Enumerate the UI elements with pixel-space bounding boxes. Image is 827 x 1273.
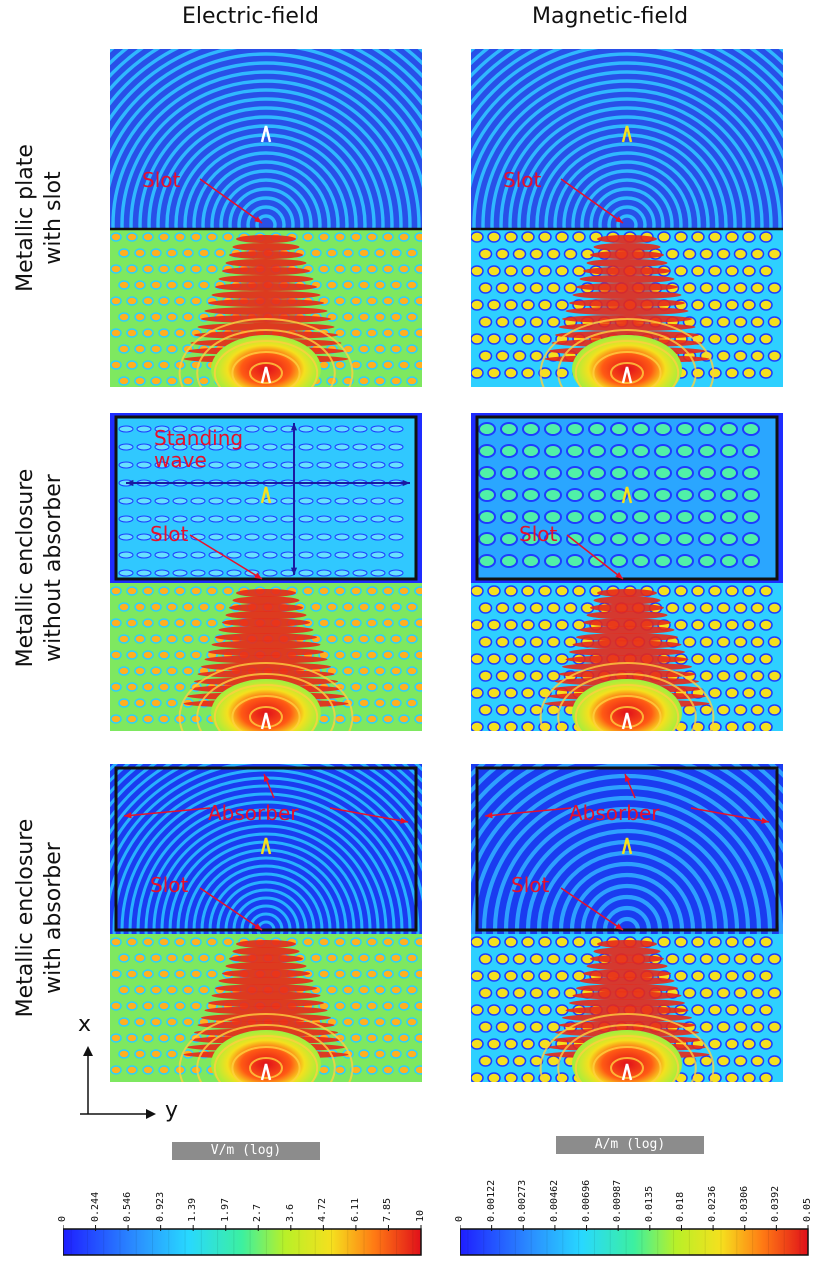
colorbar-tick-label: 0.0392: [770, 1185, 782, 1222]
row-label-plate: Metallic plate with slot: [13, 144, 66, 292]
colorbar-tick-label: 0.546: [122, 1191, 134, 1222]
annotation-slot: Slot: [503, 168, 541, 192]
panel-magnetic-enclosure-absorber: Absorber Slot: [471, 764, 783, 1082]
colorbar-title-magnetic: A/m (log): [556, 1136, 704, 1154]
colorbar-electric: [63, 1225, 422, 1256]
annotation-slot: Slot: [519, 522, 557, 546]
colorbar-tick-label: 0.05: [802, 1197, 813, 1222]
antenna-icon: [621, 712, 633, 730]
colorbar-tick-label: 3.6: [284, 1203, 296, 1222]
colorbar-tick-label: 0: [57, 1215, 68, 1222]
colorbar-title-electric: V/m (log): [172, 1142, 320, 1160]
colorbar-tick-label: 0.00696: [580, 1179, 592, 1222]
annotation-slot: Slot: [142, 168, 180, 192]
axis-label-x: x: [78, 1012, 92, 1037]
annotation-absorber: Absorber: [569, 801, 660, 825]
annotation-slot: Slot: [150, 522, 188, 546]
antenna-icon: [621, 486, 633, 504]
panel-magnetic-plate: Slot: [471, 49, 783, 387]
colorbar-tick-label: 0: [454, 1215, 465, 1222]
antenna-icon: [621, 366, 633, 384]
annotation-absorber: Absorber: [208, 801, 299, 825]
colorbar-tick-label: 6.11: [349, 1197, 361, 1222]
colorbar-tick-label: 0.0236: [707, 1185, 719, 1222]
axis-arrows: [80, 1046, 156, 1119]
colorbar-tick-label: 2.7: [252, 1203, 264, 1222]
colorbar-tick-label: 0.0306: [738, 1185, 750, 1222]
annotation-slot: Slot: [150, 873, 188, 897]
colorbar-magnetic: [460, 1225, 809, 1256]
panel-electric-plate: Slot: [110, 49, 422, 387]
colorbar-tick-label: 7.85: [382, 1197, 394, 1222]
column-title-electric: Electric-field: [182, 4, 319, 29]
colorbar-tick-label: 0.244: [89, 1191, 101, 1222]
colorbar-tick-label: 0.0135: [643, 1185, 655, 1222]
colorbar-tick-label: 10: [415, 1209, 426, 1222]
antenna-icon: [621, 1063, 633, 1081]
antenna-icon: [260, 712, 272, 730]
annotation-slot: Slot: [511, 873, 549, 897]
x-arrow-head-icon: [83, 1046, 93, 1056]
colorbar-tick-label: 0.00987: [612, 1179, 624, 1222]
antenna-icon: [260, 1063, 272, 1081]
colorbar-tick-label: 0.00462: [548, 1179, 560, 1222]
antenna-icon: [260, 366, 272, 384]
colorbar-tick-label: 0.00122: [485, 1179, 497, 1222]
colorbar-tick-label: 1.97: [219, 1197, 231, 1222]
antenna-icon: [621, 837, 633, 855]
colorbar-tick-label: 0.923: [154, 1191, 166, 1222]
annotation-standing-wave: Standing wave: [154, 426, 243, 472]
antenna-icon: [260, 486, 272, 504]
y-arrow-head-icon: [146, 1109, 156, 1119]
row-label-enclosure-absorber: Metallic enclosure with absorber: [13, 818, 66, 1018]
panel-electric-enclosure-absorber: Absorber Slot: [110, 764, 422, 1082]
panel-magnetic-enclosure: Slot: [471, 413, 783, 731]
panel-electric-enclosure: Standing wave Slot: [110, 413, 422, 731]
colorbar-tick-label: 4.72: [317, 1197, 329, 1222]
row-label-enclosure-no-absorber: Metallic enclosure without absorber: [13, 468, 66, 668]
antenna-icon: [260, 125, 272, 143]
colorbar-tick-label: 0.018: [675, 1191, 687, 1222]
colorbar-tick-label: 1.39: [187, 1197, 199, 1222]
axis-label-y: y: [165, 1098, 179, 1123]
antenna-icon: [260, 837, 272, 855]
colorbar-tick-label: 0.00273: [517, 1179, 529, 1222]
column-title-magnetic: Magnetic-field: [532, 4, 689, 29]
antenna-icon: [621, 125, 633, 143]
